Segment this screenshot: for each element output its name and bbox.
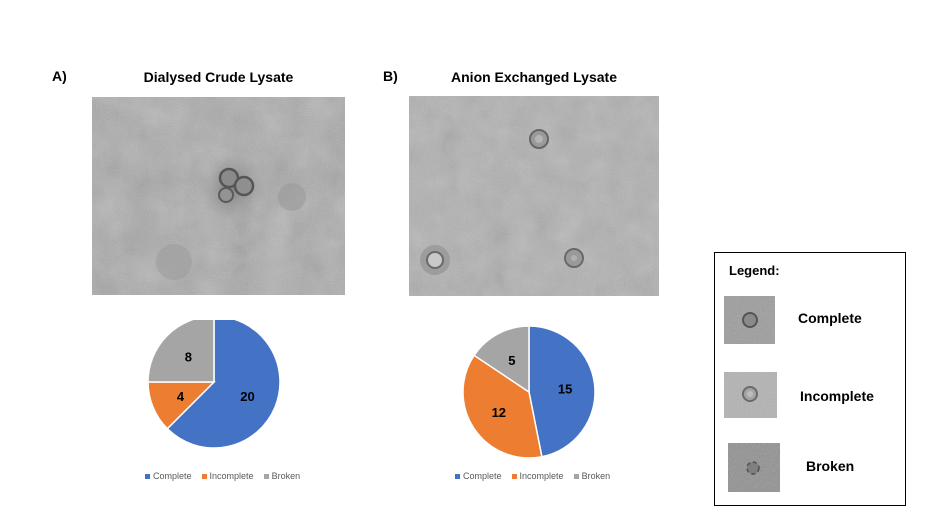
pie-legend-anion: Complete Incomplete Broken bbox=[455, 471, 620, 481]
legend-incomplete-label: Incomplete bbox=[800, 388, 874, 404]
legend-item-incomplete: Incomplete bbox=[511, 471, 564, 481]
panel-b-title: Anion Exchanged Lysate bbox=[451, 69, 617, 85]
legend-title: Legend: bbox=[729, 263, 780, 278]
pie-label-complete: 15 bbox=[558, 381, 572, 396]
pie-slice-broken bbox=[473, 325, 530, 394]
pie-label-broken: 5 bbox=[508, 353, 515, 368]
legend-broken-label: Broken bbox=[806, 458, 855, 474]
broken-particle-thumbnail bbox=[728, 443, 780, 492]
legend-label: Complete bbox=[463, 471, 502, 481]
legend-complete-label: Complete bbox=[798, 310, 862, 326]
incomplete-particle-thumbnail bbox=[724, 372, 777, 418]
legend-label: Complete bbox=[153, 471, 192, 481]
pie-slice-broken bbox=[147, 315, 215, 383]
em-micrograph-crude bbox=[92, 97, 345, 295]
pie-chart-crude: 20 4 8 bbox=[136, 315, 292, 450]
legend-item-incomplete: Incomplete bbox=[201, 471, 254, 481]
legend-label: Broken bbox=[581, 471, 611, 481]
pie-label-incomplete: 4 bbox=[177, 389, 185, 404]
legend-swatch bbox=[573, 474, 579, 480]
complete-particle-thumbnail bbox=[724, 296, 775, 344]
legend-label: Incomplete bbox=[519, 471, 564, 481]
legend-item-complete: Complete bbox=[145, 471, 192, 481]
legend-swatch bbox=[201, 474, 207, 480]
pie-legend-crude: Complete Incomplete Broken bbox=[145, 471, 310, 481]
legend-swatch bbox=[145, 474, 150, 480]
pie-label-complete: 20 bbox=[240, 389, 254, 404]
pie-slice-incomplete bbox=[462, 354, 543, 459]
pie-slice-complete bbox=[166, 315, 281, 449]
legend-box: Legend: Complete Incomplete bbox=[714, 252, 906, 506]
legend-label: Incomplete bbox=[209, 471, 254, 481]
legend-label: Broken bbox=[271, 471, 301, 481]
legend-swatch bbox=[455, 474, 460, 480]
legend-item-complete: Complete bbox=[455, 471, 502, 481]
panel-a-letter: A) bbox=[52, 68, 67, 84]
legend-swatch bbox=[263, 474, 269, 480]
legend-item-broken: Broken bbox=[573, 471, 611, 481]
pie-chart-anion: 15 12 5 bbox=[452, 320, 608, 460]
em-micrograph-anion bbox=[409, 96, 659, 296]
panel-a-title: Dialysed Crude Lysate bbox=[143, 69, 294, 85]
pie-slice-complete bbox=[528, 325, 596, 458]
pie-label-incomplete: 12 bbox=[492, 405, 506, 420]
legend-swatch bbox=[511, 474, 517, 480]
pie-label-broken: 8 bbox=[185, 349, 192, 364]
panel-b-letter: B) bbox=[383, 68, 398, 84]
legend-item-broken: Broken bbox=[263, 471, 301, 481]
